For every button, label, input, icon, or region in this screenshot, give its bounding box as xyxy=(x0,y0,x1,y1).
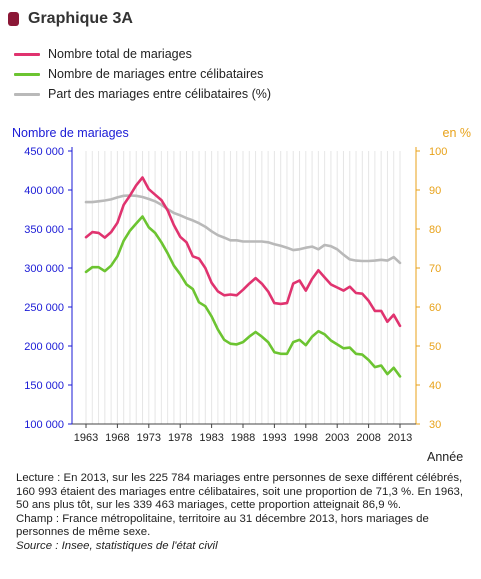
line-chart: Nombre de mariages en % 100 000 150 000 20… xyxy=(12,126,472,464)
y-left-tick-label: 100 000 xyxy=(24,419,64,431)
y-right-tick-label: 50 xyxy=(429,341,441,353)
x-tick-label: 1963 xyxy=(74,432,98,444)
y-left-tick-label: 200 000 xyxy=(24,341,64,353)
x-tick-label: 1968 xyxy=(105,432,129,444)
legend-item-part: Part des mariages entre célibataires (%) xyxy=(14,84,271,104)
y-right-tick-label: 70 xyxy=(429,263,441,275)
x-tick-label: 2008 xyxy=(356,432,380,444)
x-tick-label: 1998 xyxy=(294,432,318,444)
x-tick-label: 1973 xyxy=(137,432,161,444)
legend-label-celibataires: Nombre de mariages entre célibataires xyxy=(48,67,264,81)
notes: Lecture : En 2013, sur les 225 784 maria… xyxy=(16,472,471,554)
title-row: Graphique 3A xyxy=(8,8,133,30)
y-left-tick-label: 450 000 xyxy=(24,146,64,158)
y-left-tick-label: 400 000 xyxy=(24,185,64,197)
legend-label-part: Part des mariages entre célibataires (%) xyxy=(48,87,272,101)
x-tick-label: 1983 xyxy=(199,432,223,444)
axes: 100 000 150 000 200 000 250 000 300 000 350 0… xyxy=(24,146,447,444)
x-tick-label: 1988 xyxy=(231,432,255,444)
legend-swatch-celibataires xyxy=(14,72,40,76)
note-champ: Champ : France métropolitaine, territoir… xyxy=(16,512,429,539)
series-line-1 xyxy=(84,215,402,378)
y-right-tick-label: 80 xyxy=(429,224,441,236)
x-tick-label: 1978 xyxy=(168,432,192,444)
series-line-0 xyxy=(84,176,402,328)
note-lecture: Lecture : En 2013, sur les 225 784 maria… xyxy=(16,472,464,512)
y-right-axis-label: en % xyxy=(443,126,472,140)
y-left-axis-label: Nombre de mariages xyxy=(12,126,129,140)
x-tick-label: 2003 xyxy=(325,432,349,444)
y-left-tick-label: 350 000 xyxy=(24,224,64,236)
x-tick-label: 1993 xyxy=(262,432,286,444)
y-left-tick-label: 300 000 xyxy=(24,263,64,275)
x-axis-label: Année xyxy=(427,450,463,464)
y-right-tick-label: 40 xyxy=(429,380,441,392)
legend-swatch-total xyxy=(14,52,40,56)
y-left-tick-label: 250 000 xyxy=(24,302,64,314)
legend-swatch-part xyxy=(14,92,40,96)
legend: Nombre total de mariages Nombre de maria… xyxy=(14,44,271,104)
series-lines xyxy=(84,176,402,378)
y-left-tick-label: 150 000 xyxy=(24,380,64,392)
y-right-tick-label: 100 xyxy=(429,146,447,158)
y-right-tick-label: 60 xyxy=(429,302,441,314)
series-line-2 xyxy=(84,194,402,265)
legend-item-celibataires: Nombre de mariages entre célibataires xyxy=(14,64,271,84)
note-source: Source : Insee, statistiques de l'état c… xyxy=(16,539,218,552)
legend-item-total: Nombre total de mariages xyxy=(14,44,271,64)
x-tick-label: 2013 xyxy=(388,432,412,444)
legend-label-total: Nombre total de mariages xyxy=(48,47,192,61)
chart-title: Graphique 3A xyxy=(28,10,133,27)
y-right-tick-label: 90 xyxy=(429,185,441,197)
title-marker-icon xyxy=(8,12,19,26)
y-right-tick-label: 30 xyxy=(429,419,441,431)
